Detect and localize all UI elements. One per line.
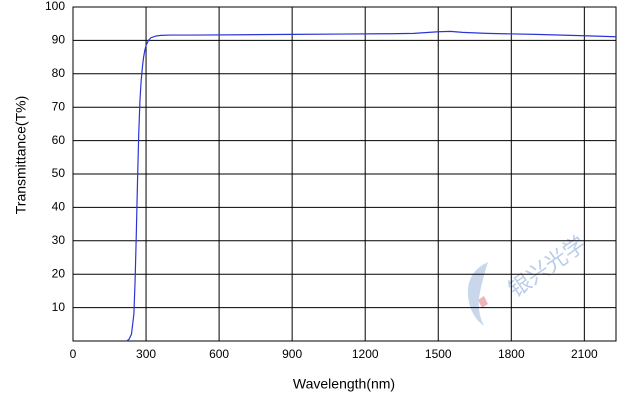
watermark-logo <box>467 262 488 326</box>
logo-swoosh <box>467 262 488 326</box>
x-tick-label: 2100 <box>571 347 598 361</box>
x-tick-label: 300 <box>136 347 156 361</box>
x-tick-label: 1200 <box>352 347 379 361</box>
y-tick-label: 10 <box>52 300 66 314</box>
y-tick-label: 100 <box>45 0 65 13</box>
y-tick-label: 50 <box>52 166 66 180</box>
x-tick-label: 0 <box>70 347 77 361</box>
x-tick-label: 600 <box>209 347 229 361</box>
logo-dot <box>478 296 488 308</box>
y-tick-label: 90 <box>52 33 66 47</box>
data-line <box>126 30 617 342</box>
y-tick-label: 80 <box>52 66 66 80</box>
x-tick-label: 900 <box>282 347 302 361</box>
y-tick-label: 30 <box>52 233 66 247</box>
x-tick-label: 1500 <box>425 347 452 361</box>
y-tick-label: 70 <box>52 99 66 113</box>
y-tick-label: 40 <box>52 200 66 214</box>
watermark-text: 银兴光学 <box>504 231 590 302</box>
x-tick-label: 1800 <box>498 347 525 361</box>
y-tick-label: 20 <box>52 266 66 280</box>
x-axis-title: Wavelength(nm) <box>293 376 395 392</box>
y-tick-label: 60 <box>52 133 66 147</box>
y-axis-title: Transmittance(T%) <box>13 96 29 215</box>
